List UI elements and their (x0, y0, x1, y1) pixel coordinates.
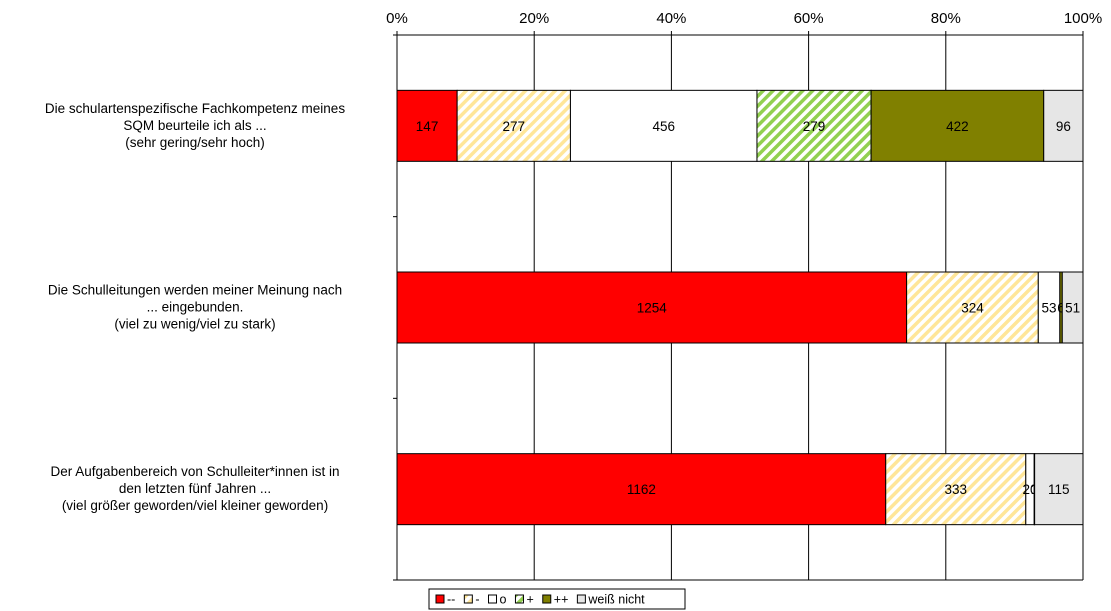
data-label: 51 (1065, 301, 1080, 316)
data-label: 53 (1042, 301, 1057, 316)
data-label: 456 (652, 119, 675, 134)
data-label: 277 (503, 119, 526, 134)
legend-swatch (488, 594, 497, 604)
bar-segment-1-row-1 (396, 89, 458, 162)
legend-entry: -- (447, 593, 455, 607)
data-label: 333 (945, 482, 968, 497)
legend-entry: ++ (554, 593, 569, 607)
category-label-line: ... eingebunden. (147, 300, 244, 315)
data-label: 115 (1048, 482, 1070, 497)
category-label-line: (viel größer geworden/viel kleiner gewor… (62, 498, 328, 513)
category-label-line: Der Aufgabenbereich von Schulleiter*inne… (51, 464, 340, 479)
category-label: Die schulartenspezifische Fachkompetenz … (45, 101, 345, 150)
legend-swatch (542, 594, 552, 604)
bar-segment-5-row-1 (870, 89, 1045, 162)
x-tick-label: 0% (386, 10, 408, 27)
x-tick-label: 60% (794, 10, 824, 27)
legend-swatch (514, 594, 524, 604)
bar-segment-1-row-2 (396, 271, 908, 344)
category-label-line: (sehr gering/sehr hoch) (125, 135, 265, 150)
legend-entry: o (500, 593, 507, 607)
data-label: 279 (803, 119, 826, 134)
x-tick-label: 80% (931, 10, 961, 27)
x-tick-label: 20% (519, 10, 549, 27)
category-label: Die Schulleitungen werden meiner Meinung… (48, 283, 342, 332)
category-label-line: Die Schulleitungen werden meiner Meinung… (48, 283, 342, 298)
category-labels: Die schulartenspezifische Fachkompetenz … (45, 101, 345, 513)
legend-swatch (576, 594, 586, 604)
data-label: 422 (946, 119, 969, 134)
bar-segment-6-row-3 (1034, 453, 1084, 526)
category-label-line: (viel zu wenig/viel zu stark) (114, 317, 275, 332)
category-label-line: SQM beurteile ich als ... (123, 118, 266, 133)
legend: -- - o + ++ weiß nicht (428, 588, 686, 610)
data-label: 1254 (637, 301, 668, 316)
data-label: 96 (1056, 119, 1071, 134)
legend-entry: - (475, 593, 479, 607)
bar-segment-4-row-1 (756, 89, 872, 162)
bar-segment-2-row-2 (906, 271, 1039, 344)
category-label-line: Die schulartenspezifische Fachkompetenz … (45, 101, 345, 116)
x-axis: 0% 20% 40% 60% 80% 100% (386, 10, 1102, 581)
bar-segment-2-row-3 (885, 453, 1027, 526)
bar-segment-1-row-3 (396, 453, 887, 526)
data-label: 6 (1057, 301, 1065, 316)
legend-entry: weiß nicht (587, 593, 645, 607)
bar-segment-6-row-2 (1061, 271, 1084, 344)
legend-entry: + (526, 593, 533, 607)
data-label: 147 (416, 119, 439, 134)
bar-segment-2-row-1 (456, 89, 571, 162)
bar-segment-3-row-1 (569, 89, 758, 162)
legend-box (428, 588, 686, 610)
data-label: 324 (961, 301, 984, 316)
x-tick-label: 40% (656, 10, 686, 27)
data-label: 1162 (627, 482, 656, 497)
x-tick-label: 100% (1064, 10, 1102, 27)
bar-segment-6-row-1 (1043, 89, 1084, 162)
category-label-line: den letzten fünf Jahren ... (119, 481, 271, 496)
legend-swatch (435, 594, 445, 604)
category-label: Der Aufgabenbereich von Schulleiter*inne… (51, 464, 340, 513)
legend-swatch (463, 594, 473, 604)
